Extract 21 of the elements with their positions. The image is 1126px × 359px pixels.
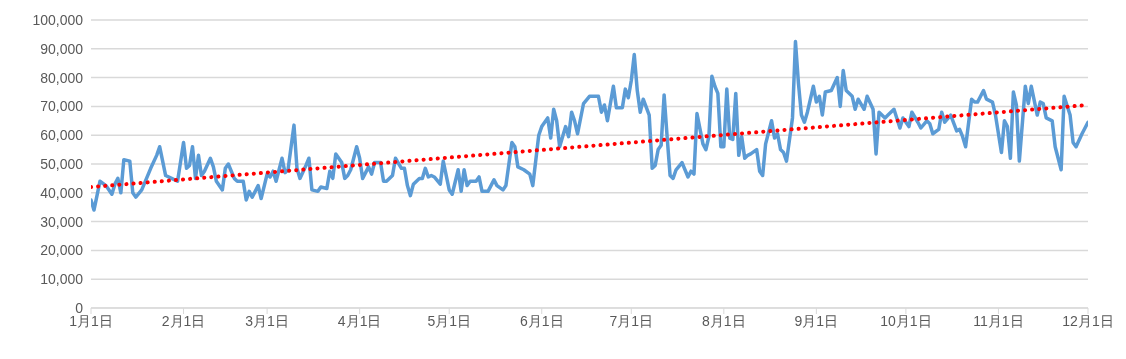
y-tick-label: 50,000 — [40, 155, 84, 172]
y-tick-label: 70,000 — [40, 98, 84, 115]
x-tick-label: 4月1日 — [337, 312, 382, 329]
y-tick-label: 80,000 — [40, 69, 84, 86]
x-tick-label: 5月1日 — [427, 312, 471, 329]
x-tick-label: 8月1日 — [702, 312, 746, 329]
x-tick-label: 9月1日 — [794, 312, 839, 329]
x-tick-label: 10月1日 — [880, 312, 932, 329]
x-tick-label: 6月1日 — [519, 312, 564, 329]
y-tick-label: 20,000 — [40, 242, 84, 259]
x-tick-label: 3月1日 — [245, 312, 289, 329]
y-tick-label: 40,000 — [40, 184, 84, 201]
y-tick-label: 10,000 — [40, 271, 84, 288]
x-tick-label: 12月1日 — [1062, 312, 1114, 329]
x-tick-label: 2月1日 — [161, 312, 206, 329]
y-tick-label: 100,000 — [32, 11, 84, 28]
x-tick-label: 7月1日 — [609, 312, 654, 329]
y-tick-label: 90,000 — [40, 40, 84, 57]
y-tick-label: 60,000 — [40, 127, 84, 144]
x-tick-label: 11月1日 — [973, 312, 1024, 329]
y-tick-label: 30,000 — [40, 213, 84, 230]
